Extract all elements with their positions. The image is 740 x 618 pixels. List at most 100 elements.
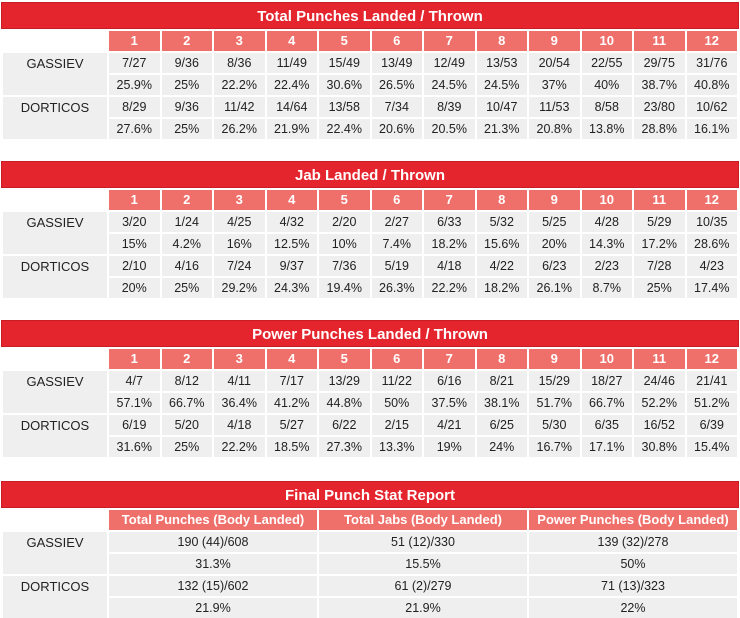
- pct-cell: 27.6%: [109, 119, 160, 139]
- landed-thrown-cell: 2/10: [109, 256, 160, 276]
- round-header: 10: [581, 349, 632, 369]
- round-header: 11: [634, 190, 685, 210]
- landed-thrown-cell: 5/20: [161, 415, 212, 435]
- landed-thrown-cell: 3/20: [109, 212, 160, 232]
- landed-thrown-cell: 9/37: [266, 256, 317, 276]
- pct-cell: 52.2%: [634, 393, 685, 413]
- pct-cell: 20%: [529, 234, 580, 254]
- landed-thrown-cell: 2/23: [581, 256, 632, 276]
- pct-cell: 22.4%: [319, 119, 370, 139]
- pct-cell: 29.2%: [214, 278, 265, 298]
- pct-cell: 66.7%: [161, 393, 212, 413]
- round-header: 7: [424, 190, 475, 210]
- landed-thrown-cell: 5/29: [634, 212, 685, 232]
- landed-thrown-cell: 7/36: [319, 256, 370, 276]
- power-punches-title: Power Punches Landed / Thrown: [1, 320, 739, 347]
- round-header: 4: [266, 190, 317, 210]
- landed-thrown-cell: 8/21: [476, 371, 527, 391]
- landed-thrown-cell: 8/36: [214, 53, 265, 73]
- landed-thrown-cell: 7/24: [214, 256, 265, 276]
- table-row: 31.6% 25% 22.2% 18.5% 27.3% 13.3% 19% 24% 16.7% 1…: [3, 437, 737, 457]
- round-header: 8: [476, 349, 527, 369]
- landed-thrown-cell: 12/49: [424, 53, 475, 73]
- round-header: 2: [161, 31, 212, 51]
- landed-thrown-cell: 8/12: [161, 371, 212, 391]
- landed-thrown-cell: 5/32: [476, 212, 527, 232]
- table-row: 57.1% 66.7% 36.4% 41.2% 44.8% 50% 37.5% 38.1% 51…: [3, 393, 737, 413]
- stat-cell: 139 (32)/278: [529, 532, 737, 552]
- fighter-name: DORTICOS: [3, 415, 107, 457]
- round-header: 6: [371, 190, 422, 210]
- fighter-name: DORTICOS: [3, 576, 107, 618]
- pct-cell: 40.8%: [686, 75, 737, 95]
- round-header: 12: [686, 31, 737, 51]
- pct-cell: 24.3%: [266, 278, 317, 298]
- landed-thrown-cell: 11/42: [214, 97, 265, 117]
- landed-thrown-cell: 31/76: [686, 53, 737, 73]
- pct-cell: 22.2%: [214, 437, 265, 457]
- landed-thrown-cell: 2/15: [371, 415, 422, 435]
- final-col-header: Power Punches (Body Landed): [529, 510, 737, 530]
- landed-thrown-cell: 6/23: [529, 256, 580, 276]
- pct-cell: 17.4%: [686, 278, 737, 298]
- round-header: 2: [161, 349, 212, 369]
- round-header: 4: [266, 31, 317, 51]
- table-row: GASSIEV 7/27 9/36 8/36 11/49 15/49 13/49 12/49 1…: [3, 53, 737, 95]
- landed-thrown-cell: 6/16: [424, 371, 475, 391]
- final-header-row: Total Punches (Body Landed) Total Jabs (…: [3, 510, 737, 530]
- final-col-header: Total Punches (Body Landed): [109, 510, 317, 530]
- pct-cell: 4.2%: [161, 234, 212, 254]
- landed-thrown-cell: 4/22: [476, 256, 527, 276]
- pct-cell: 22%: [529, 598, 737, 618]
- pct-cell: 8.7%: [581, 278, 632, 298]
- stat-cell: 51 (12)/330: [319, 532, 527, 552]
- landed-thrown-cell: 11/49: [266, 53, 317, 73]
- pct-cell: 44.8%: [319, 393, 370, 413]
- pct-cell: 50%: [529, 554, 737, 574]
- round-header: 3: [214, 190, 265, 210]
- round-header-row: 1 2 3 4 5 6 7 8 9 10 11 12: [3, 349, 737, 369]
- pct-cell: 21.9%: [319, 598, 527, 618]
- stat-cell: 190 (44)/608: [109, 532, 317, 552]
- total-punches-title: Total Punches Landed / Thrown: [1, 2, 739, 29]
- round-header-row: 1 2 3 4 5 6 7 8 9 10 11 12: [3, 190, 737, 210]
- pct-cell: 19.4%: [319, 278, 370, 298]
- table-row: DORTICOS 132 (15)/602 61 (2)/279 71 (13)…: [3, 576, 737, 618]
- table-row: DORTICOS 6/19 5/20 4/18 5/27 6/22 2/15 4/21 6/25…: [3, 415, 737, 457]
- pct-cell: 15.5%: [319, 554, 527, 574]
- round-header-row: 1 2 3 4 5 6 7 8 9 10 11 12: [3, 31, 737, 51]
- pct-cell: 18.2%: [424, 234, 475, 254]
- pct-cell: 17.1%: [581, 437, 632, 457]
- round-header: 7: [424, 31, 475, 51]
- blank-header-cell: [3, 510, 107, 530]
- landed-thrown-cell: 4/16: [161, 256, 212, 276]
- pct-cell: 16.7%: [529, 437, 580, 457]
- total-punches-grid: 1 2 3 4 5 6 7 8 9 10 11 12 GASSIEV 7/27 9/36 8/36 11/49 1…: [1, 29, 739, 141]
- landed-thrown-cell: 13/29: [319, 371, 370, 391]
- stat-cell: 132 (15)/602: [109, 576, 317, 596]
- final-stat-table: Final Punch Stat Report Total Punches (B…: [1, 481, 739, 618]
- table-row: 21.9% 21.9% 22%: [3, 598, 737, 618]
- table-row: 25.9% 25% 22.2% 22.4% 30.6% 26.5% 24.5% 24.5% 37…: [3, 75, 737, 95]
- landed-thrown-cell: 29/75: [634, 53, 685, 73]
- pct-cell: 36.4%: [214, 393, 265, 413]
- landed-thrown-cell: 5/30: [529, 415, 580, 435]
- pct-cell: 51.7%: [529, 393, 580, 413]
- landed-thrown-cell: 13/49: [371, 53, 422, 73]
- landed-thrown-cell: 4/7: [109, 371, 160, 391]
- pct-cell: 66.7%: [581, 393, 632, 413]
- round-header: 6: [371, 349, 422, 369]
- pct-cell: 38.1%: [476, 393, 527, 413]
- round-header: 10: [581, 190, 632, 210]
- landed-thrown-cell: 10/47: [476, 97, 527, 117]
- fighter-name: DORTICOS: [3, 256, 107, 298]
- round-header: 1: [109, 349, 160, 369]
- landed-thrown-cell: 4/28: [581, 212, 632, 232]
- landed-thrown-cell: 15/49: [319, 53, 370, 73]
- landed-thrown-cell: 9/36: [161, 53, 212, 73]
- jab-grid: 1 2 3 4 5 6 7 8 9 10 11 12 GASSIEV 3/20 1/24 4/25 4/32 2/…: [1, 188, 739, 300]
- table-row: DORTICOS 2/10 4/16 7/24 9/37 7/36 5/19 4/18 4/22…: [3, 256, 737, 298]
- pct-cell: 16%: [214, 234, 265, 254]
- landed-thrown-cell: 8/58: [581, 97, 632, 117]
